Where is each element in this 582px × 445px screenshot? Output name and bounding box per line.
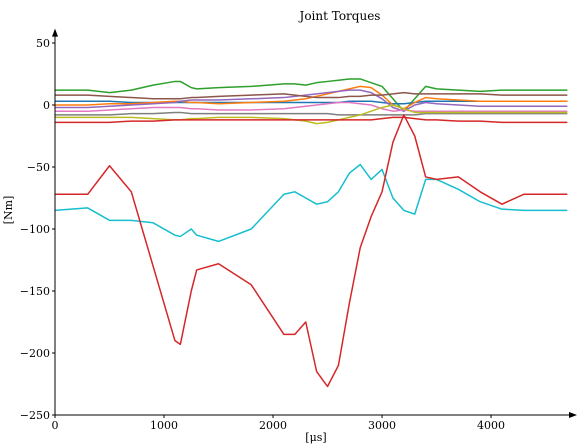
series-line bbox=[55, 116, 568, 124]
series-line bbox=[55, 91, 568, 100]
y-tick-label: −100 bbox=[20, 223, 50, 236]
series-line bbox=[55, 78, 568, 112]
y-tick-label: 0 bbox=[43, 99, 50, 112]
series-line bbox=[54, 163, 568, 243]
x-tick-label: 1000 bbox=[150, 419, 178, 432]
y-tick-label: 50 bbox=[36, 37, 50, 50]
series-line bbox=[55, 111, 568, 116]
x-axis-label: [μs] bbox=[305, 431, 326, 444]
y-tick-label: −200 bbox=[20, 347, 50, 360]
y-tick-label: −250 bbox=[20, 409, 50, 422]
series-line bbox=[55, 114, 568, 388]
y-tick-label: −150 bbox=[20, 285, 50, 298]
x-tick-label: 3000 bbox=[368, 419, 396, 432]
series-line bbox=[55, 89, 568, 112]
x-axis-arrow bbox=[569, 412, 577, 418]
x-tick-label: 2000 bbox=[259, 419, 287, 432]
x-tick-label: 0 bbox=[52, 419, 59, 432]
y-axis-arrow bbox=[52, 28, 58, 37]
x-tick-label: 4000 bbox=[477, 419, 505, 432]
y-axis-label: [Nm] bbox=[2, 196, 15, 225]
series-line bbox=[55, 101, 568, 112]
chart-title: Joint Torques bbox=[298, 9, 381, 23]
y-tick-label: −50 bbox=[27, 161, 50, 174]
